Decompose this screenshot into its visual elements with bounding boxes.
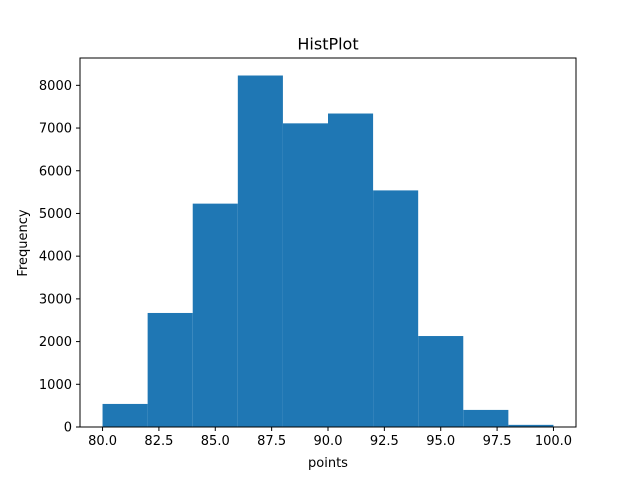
histogram-bar-9 — [508, 424, 554, 427]
x-tick-label-3: 87.5 — [257, 434, 286, 449]
x-axis: 80.0 82.5 85.0 87.5 90.0 92.5 95.0 97.5 100.0 — [88, 427, 572, 449]
x-tick-label-8: 100.0 — [535, 434, 572, 449]
histogram-bar-6 — [373, 190, 419, 427]
y-tick-label-4: 4000 — [39, 250, 72, 265]
x-tick-label-4: 90.0 — [314, 434, 343, 449]
histogram-bar-5 — [328, 113, 374, 427]
y-tick-label-5: 5000 — [39, 207, 72, 222]
x-tick-label-6: 95.0 — [426, 434, 455, 449]
plot-frame — [79, 57, 577, 428]
histogram-bar-2 — [192, 203, 238, 427]
x-tick-label-2: 85.0 — [201, 434, 230, 449]
x-tick-label-0: 80.0 — [88, 434, 117, 449]
y-tick-label-2: 2000 — [39, 335, 72, 350]
histogram-bar-3 — [237, 75, 283, 428]
y-tick-label-3: 3000 — [39, 292, 72, 307]
histogram-bar-7 — [418, 336, 464, 427]
y-tick-label-1: 1000 — [39, 378, 72, 393]
y-tick-label-8: 8000 — [39, 79, 72, 94]
histogram-bar-1 — [147, 312, 193, 427]
x-tick-label-1: 82.5 — [144, 434, 173, 449]
y-tick-label-7: 7000 — [39, 122, 72, 137]
histogram-bars — [102, 75, 554, 428]
x-axis-label: points — [308, 456, 348, 471]
y-tick-label-0: 0 — [64, 421, 72, 436]
histogram-bar-0 — [102, 403, 148, 427]
histogram-bar-8 — [463, 409, 509, 427]
x-tick-label-5: 92.5 — [370, 434, 399, 449]
histogram-bar-4 — [282, 123, 328, 427]
y-tick-label-6: 6000 — [39, 164, 72, 179]
y-axis-label: Frequency — [16, 209, 31, 276]
chart-title: HistPlot — [297, 35, 358, 54]
x-tick-label-7: 97.5 — [483, 434, 512, 449]
y-axis: 0 1000 2000 3000 4000 5000 6000 7000 8000 — [39, 79, 80, 436]
